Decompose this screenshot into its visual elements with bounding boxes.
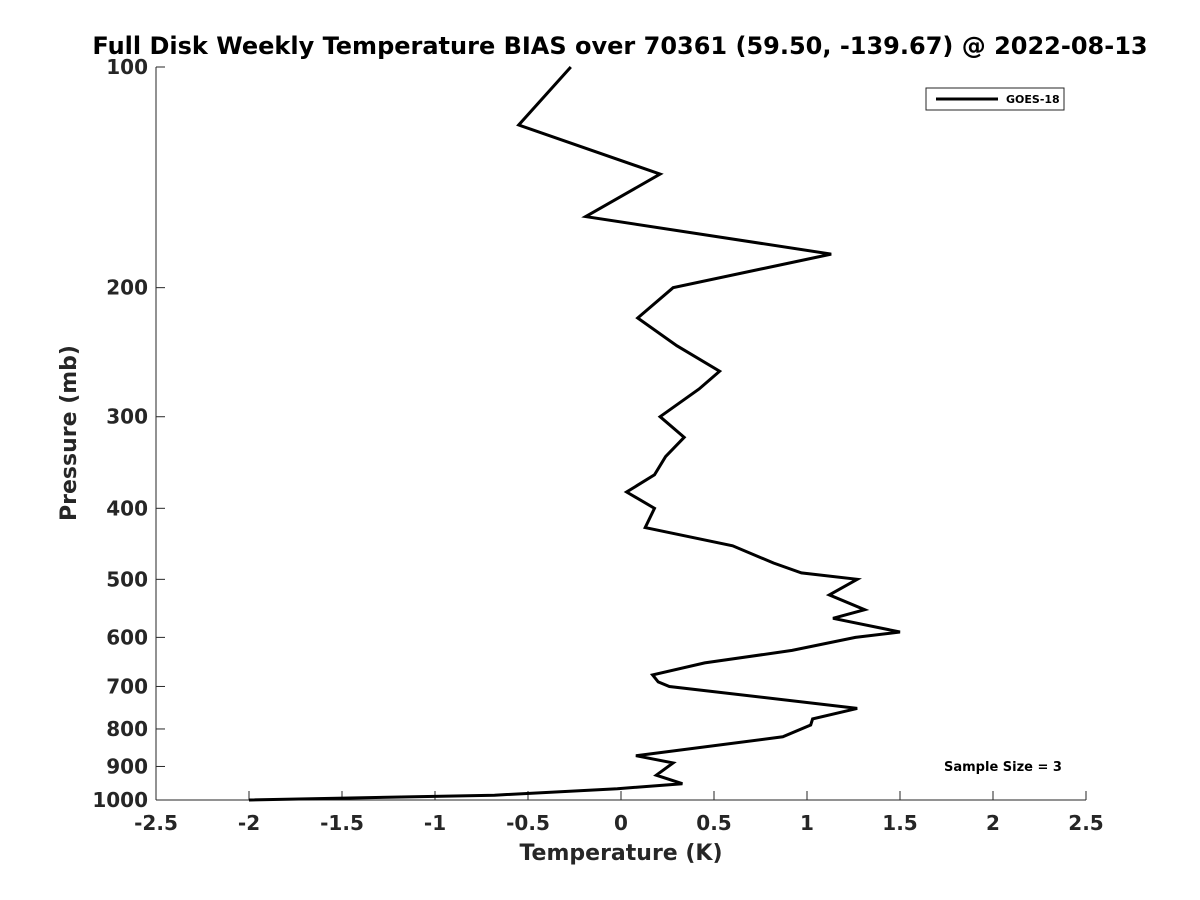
- y-tick-label: 300: [106, 405, 148, 429]
- x-tick-label: 1.5: [882, 811, 917, 835]
- series-line-goes-18: [248, 65, 901, 802]
- x-tick-label: 2.5: [1068, 811, 1103, 835]
- x-ticks: -2.5 -2 -1.5 -1 -0.5 0 0.5 1 1.5 2 2.5: [134, 791, 1104, 835]
- y-axis-label: Pressure (mb): [57, 345, 82, 521]
- x-tick-label: -2: [238, 811, 260, 835]
- sample-size-annotation: Sample Size = 3: [944, 760, 1062, 775]
- y-tick-label: 200: [106, 276, 148, 300]
- x-tick-label: -0.5: [506, 811, 550, 835]
- x-tick-label: 2: [986, 811, 1000, 835]
- x-tick-label: -1.5: [320, 811, 364, 835]
- legend-label-goes-18: GOES-18: [1006, 93, 1060, 106]
- y-ticks: 100 200 300 400 500 600 700 800 900 1000: [92, 55, 165, 812]
- y-tick-label: 1000: [92, 788, 148, 812]
- y-tick-label: 900: [106, 754, 148, 778]
- x-tick-label: -1: [424, 811, 446, 835]
- series-layer: [248, 65, 901, 802]
- chart-title: Full Disk Weekly Temperature BIAS over 7…: [92, 32, 1147, 60]
- x-tick-label: 1: [800, 811, 814, 835]
- y-tick-label: 100: [106, 55, 148, 79]
- x-tick-label: 0.5: [696, 811, 731, 835]
- y-tick-label: 800: [106, 717, 148, 741]
- x-axis-label: Temperature (K): [519, 841, 722, 866]
- y-tick-label: 700: [106, 674, 148, 698]
- x-tick-label: -2.5: [134, 811, 178, 835]
- legend: GOES-18: [925, 87, 1065, 111]
- x-tick-label: 0: [614, 811, 628, 835]
- y-tick-label: 500: [106, 567, 148, 591]
- y-tick-label: 600: [106, 625, 148, 649]
- y-tick-label: 400: [106, 496, 148, 520]
